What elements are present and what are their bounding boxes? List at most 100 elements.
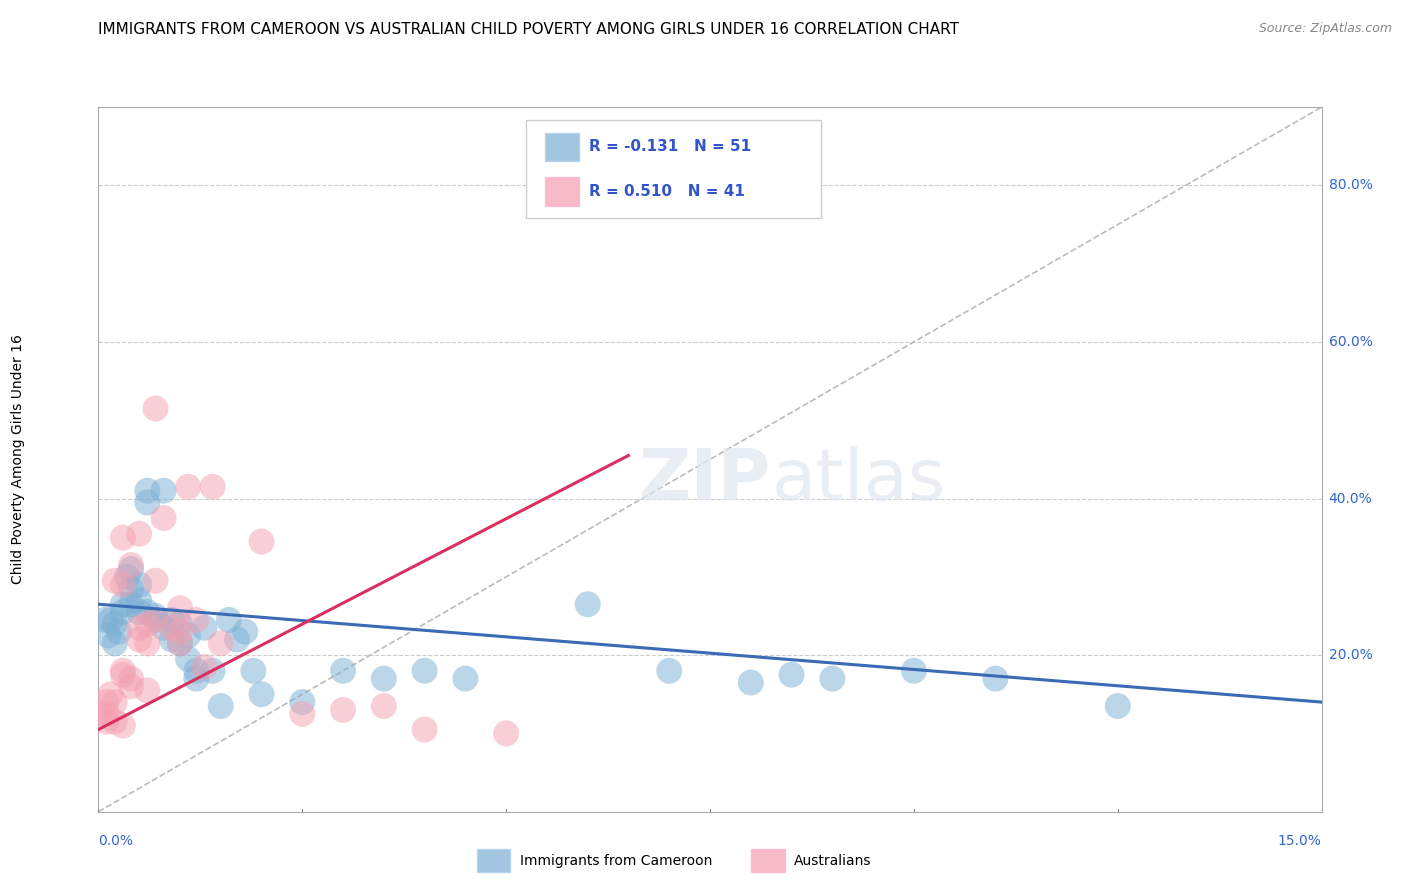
Text: R = 0.510   N = 41: R = 0.510 N = 41 xyxy=(589,184,745,199)
Point xyxy=(209,699,232,714)
Point xyxy=(160,621,183,635)
Text: 20.0%: 20.0% xyxy=(1329,648,1372,662)
Text: Australians: Australians xyxy=(794,854,872,868)
Point xyxy=(177,652,200,666)
Text: Immigrants from Cameroon: Immigrants from Cameroon xyxy=(520,854,713,868)
Point xyxy=(108,624,131,639)
Point xyxy=(780,667,803,681)
Point xyxy=(332,664,354,678)
Point xyxy=(136,483,159,498)
Point xyxy=(201,664,224,678)
Point xyxy=(120,597,142,611)
Point xyxy=(209,636,232,650)
Point xyxy=(94,613,117,627)
Text: Source: ZipAtlas.com: Source: ZipAtlas.com xyxy=(1258,22,1392,36)
Point xyxy=(104,616,127,631)
Point xyxy=(100,687,122,701)
Text: IMMIGRANTS FROM CAMEROON VS AUSTRALIAN CHILD POVERTY AMONG GIRLS UNDER 16 CORREL: IMMIGRANTS FROM CAMEROON VS AUSTRALIAN C… xyxy=(98,22,959,37)
Point xyxy=(186,672,208,686)
Point xyxy=(1107,699,1129,714)
Point xyxy=(128,621,150,635)
Point xyxy=(903,664,925,678)
Point xyxy=(576,597,599,611)
Point xyxy=(111,664,134,678)
Point xyxy=(152,511,174,525)
Point xyxy=(984,672,1007,686)
Text: 40.0%: 40.0% xyxy=(1329,491,1372,506)
Point xyxy=(291,695,314,709)
Point xyxy=(128,605,150,619)
Point xyxy=(177,628,200,642)
Point xyxy=(100,613,122,627)
Point xyxy=(120,582,142,596)
Point xyxy=(128,632,150,647)
Point xyxy=(91,706,114,721)
Point xyxy=(250,534,273,549)
Point xyxy=(136,636,159,650)
Point xyxy=(454,672,477,686)
Text: R = -0.131   N = 51: R = -0.131 N = 51 xyxy=(589,139,751,154)
Point xyxy=(145,574,167,588)
Point xyxy=(111,605,134,619)
Point xyxy=(111,531,134,545)
Point xyxy=(291,706,314,721)
Point xyxy=(128,577,150,591)
Point xyxy=(145,613,167,627)
Point xyxy=(218,613,240,627)
Point xyxy=(373,672,395,686)
Point xyxy=(97,628,120,642)
Point xyxy=(120,562,142,576)
Point xyxy=(136,495,159,509)
Text: 15.0%: 15.0% xyxy=(1278,834,1322,848)
Point xyxy=(136,616,159,631)
Text: ZIP: ZIP xyxy=(638,446,772,515)
Point xyxy=(186,664,208,678)
Point xyxy=(145,401,167,416)
Point xyxy=(111,577,134,591)
Point xyxy=(250,687,273,701)
Point xyxy=(169,636,191,650)
Point xyxy=(160,613,183,627)
Point xyxy=(120,558,142,573)
Point xyxy=(332,703,354,717)
Point xyxy=(152,621,174,635)
Point xyxy=(120,680,142,694)
Point xyxy=(152,483,174,498)
Point xyxy=(740,675,762,690)
Point xyxy=(96,706,118,721)
Point xyxy=(169,601,191,615)
Point xyxy=(145,613,167,627)
Point xyxy=(226,632,249,647)
Point xyxy=(111,597,134,611)
Point xyxy=(193,621,215,635)
Point xyxy=(104,695,127,709)
Point xyxy=(413,664,436,678)
Point xyxy=(821,672,844,686)
Point xyxy=(136,605,159,619)
Point xyxy=(115,570,138,584)
Point xyxy=(111,718,134,732)
Point xyxy=(128,593,150,607)
Point xyxy=(111,667,134,681)
Point xyxy=(145,609,167,624)
Point xyxy=(201,480,224,494)
Point xyxy=(413,723,436,737)
Point xyxy=(242,664,264,678)
Point xyxy=(160,632,183,647)
Text: Child Poverty Among Girls Under 16: Child Poverty Among Girls Under 16 xyxy=(11,334,25,584)
Point xyxy=(120,672,142,686)
Point xyxy=(169,624,191,639)
Point xyxy=(128,526,150,541)
Point xyxy=(104,714,127,729)
Text: 0.0%: 0.0% xyxy=(98,834,134,848)
Point xyxy=(193,660,215,674)
Point xyxy=(658,664,681,678)
Point xyxy=(104,574,127,588)
Point xyxy=(186,613,208,627)
Point xyxy=(104,636,127,650)
Point xyxy=(169,616,191,631)
Point xyxy=(169,636,191,650)
Text: 60.0%: 60.0% xyxy=(1329,334,1372,349)
Point xyxy=(136,683,159,698)
Point xyxy=(96,695,118,709)
